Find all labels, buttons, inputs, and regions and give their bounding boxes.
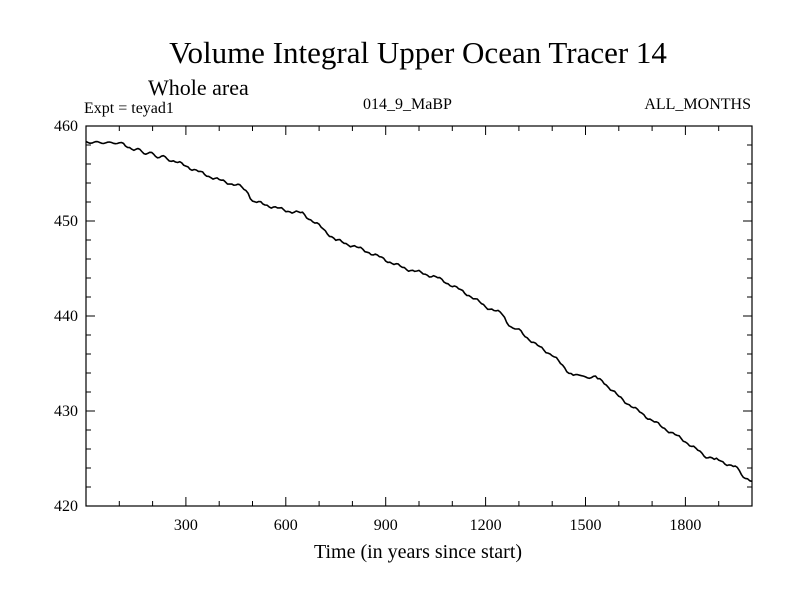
y-tick-label: 430 — [54, 403, 78, 420]
chart-subtitle: Whole area — [148, 75, 249, 100]
x-axis-tick-labels: 300 600 900 1200 1500 1800 — [174, 517, 702, 534]
x-tick-label: 1800 — [669, 517, 701, 534]
x-axis-label: Time (in years since start) — [314, 541, 522, 563]
x-tick-label: 300 — [174, 517, 198, 534]
series-line — [85, 140, 753, 483]
y-tick-label: 440 — [54, 308, 78, 325]
y-axis-tick-labels: 420 430 440 450 460 — [54, 118, 78, 515]
y-tick-label: 460 — [54, 118, 78, 135]
experiment-label: Expt = teyad1 — [84, 100, 174, 117]
chart-title: Volume Integral Upper Ocean Tracer 14 — [169, 35, 667, 70]
y-axis-ticks — [86, 144, 752, 488]
x-tick-label: 900 — [374, 517, 398, 534]
x-tick-label: 600 — [274, 517, 298, 534]
x-tick-label: 1500 — [570, 517, 602, 534]
x-tick-label: 1200 — [470, 517, 502, 534]
run-id-label: 014_9_MaBP — [363, 96, 452, 113]
y-tick-label: 450 — [54, 213, 78, 230]
y-tick-label: 420 — [54, 498, 78, 515]
x-axis-ticks — [118, 126, 720, 506]
months-label: ALL_MONTHS — [644, 96, 751, 113]
